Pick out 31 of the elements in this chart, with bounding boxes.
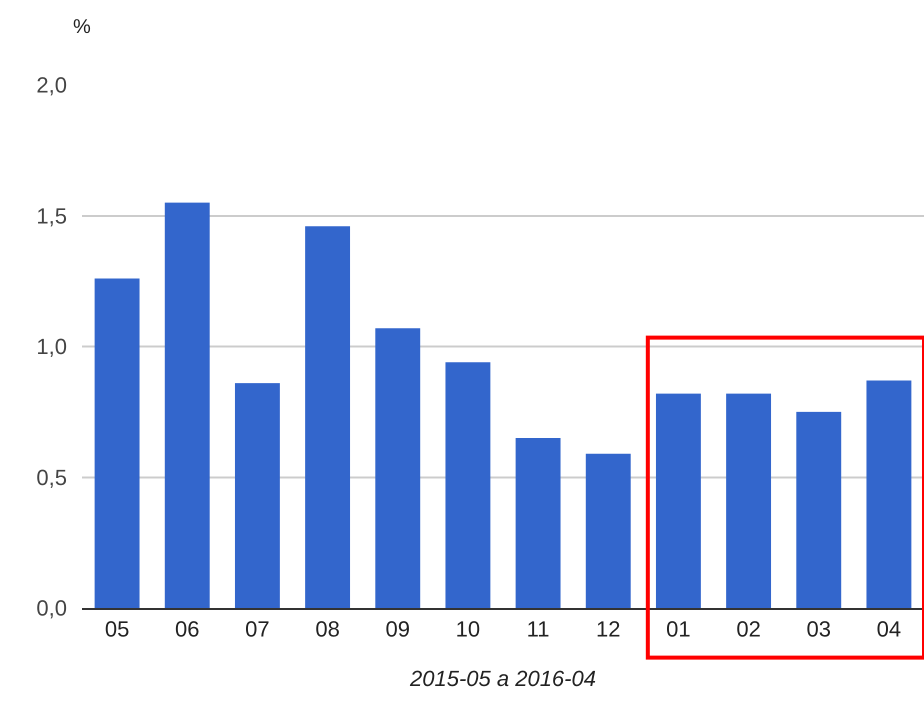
bar (305, 226, 350, 608)
x-axis-title: 2015-05 a 2016-04 (409, 666, 596, 691)
x-tick-label: 04 (876, 616, 902, 642)
bar (94, 278, 140, 608)
bar (234, 383, 280, 608)
y-tick-label: 2,0 (36, 72, 67, 98)
x-tick-label: 10 (456, 616, 480, 642)
bar (516, 438, 561, 608)
x-tick-label: 05 (104, 616, 130, 642)
x-tick-label: 12 (596, 616, 620, 642)
x-tick-label: 03 (806, 616, 831, 642)
y-tick-label: 1,0 (36, 334, 67, 360)
y-axis-title: % (73, 16, 91, 38)
x-tick-label: 02 (736, 616, 761, 642)
x-tick-label: 08 (315, 616, 340, 642)
bar (375, 328, 420, 608)
x-tick-label: 09 (386, 616, 410, 642)
bar (164, 202, 210, 608)
bar (726, 394, 772, 608)
bar (866, 380, 912, 608)
x-tick-label: 01 (666, 616, 691, 642)
x-tick-label: 06 (175, 616, 200, 642)
y-tick-label: 0,0 (36, 596, 67, 621)
bar (586, 454, 631, 608)
y-tick-label: 0,5 (36, 464, 67, 490)
bar (656, 394, 701, 608)
bar (796, 412, 842, 608)
x-tick-label: 11 (526, 616, 550, 642)
x-tick-label: 07 (245, 616, 270, 642)
y-tick-label: 1,5 (36, 203, 67, 228)
bar (445, 362, 490, 608)
